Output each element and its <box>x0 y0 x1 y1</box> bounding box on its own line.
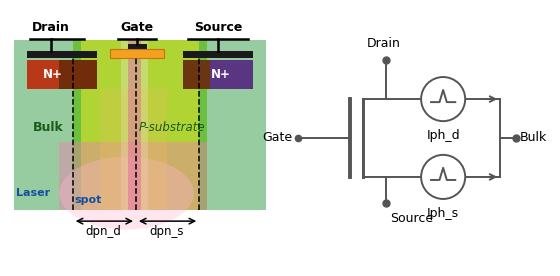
FancyBboxPatch shape <box>27 51 97 59</box>
Text: dpn_s: dpn_s <box>150 225 184 238</box>
FancyBboxPatch shape <box>59 60 97 89</box>
FancyBboxPatch shape <box>210 60 253 89</box>
FancyBboxPatch shape <box>121 40 148 210</box>
FancyBboxPatch shape <box>128 44 147 49</box>
FancyBboxPatch shape <box>183 51 253 59</box>
FancyBboxPatch shape <box>110 49 164 59</box>
Text: Source: Source <box>390 212 433 225</box>
Text: P-substrate: P-substrate <box>139 121 206 134</box>
Text: spot: spot <box>74 195 101 206</box>
Circle shape <box>421 155 465 199</box>
FancyBboxPatch shape <box>183 60 253 89</box>
FancyBboxPatch shape <box>100 89 167 210</box>
Text: Source: Source <box>194 21 242 34</box>
Text: Drain: Drain <box>367 37 400 50</box>
Text: dpn_d: dpn_d <box>86 225 122 238</box>
FancyBboxPatch shape <box>13 40 73 210</box>
FancyBboxPatch shape <box>27 60 97 89</box>
Text: Bulk: Bulk <box>32 121 63 134</box>
Text: Gate: Gate <box>121 21 154 34</box>
Text: N+: N+ <box>211 68 231 81</box>
Text: N+: N+ <box>43 68 63 81</box>
Text: Bulk: Bulk <box>520 131 547 145</box>
FancyBboxPatch shape <box>207 40 267 210</box>
FancyBboxPatch shape <box>13 40 267 210</box>
FancyBboxPatch shape <box>81 40 199 210</box>
Ellipse shape <box>59 157 194 230</box>
Text: Laser: Laser <box>16 188 50 198</box>
Circle shape <box>421 77 465 121</box>
FancyBboxPatch shape <box>128 40 141 210</box>
Text: Iph_d: Iph_d <box>426 129 460 142</box>
Text: Iph_s: Iph_s <box>427 207 459 220</box>
Text: Drain: Drain <box>32 21 70 34</box>
FancyBboxPatch shape <box>59 142 207 210</box>
Text: Gate: Gate <box>263 131 293 145</box>
